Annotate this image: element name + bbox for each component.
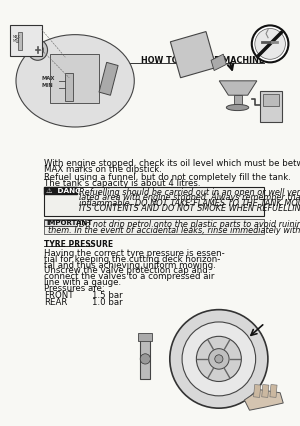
- Bar: [44, 187, 77, 194]
- Text: MAX: MAX: [13, 35, 21, 39]
- Bar: [10, 26, 42, 56]
- Bar: [50, 54, 99, 104]
- Bar: [260, 91, 282, 122]
- Bar: [262, 385, 269, 397]
- Text: ⚠  DANGER!: ⚠ DANGER!: [46, 188, 95, 194]
- Bar: [44, 220, 77, 226]
- Text: MAX marks on the dipstick.: MAX marks on the dipstick.: [44, 165, 162, 174]
- Bar: [44, 219, 264, 233]
- Text: IMPORTANT: IMPORTANT: [46, 220, 92, 226]
- Bar: [254, 385, 261, 397]
- Bar: [138, 333, 152, 342]
- Circle shape: [170, 310, 268, 408]
- Circle shape: [215, 355, 223, 363]
- Bar: [140, 338, 150, 380]
- Text: HOW TO USE THE MACHINE: HOW TO USE THE MACHINE: [141, 56, 264, 65]
- Text: Having the correct tyre pressure is essen-: Having the correct tyre pressure is esse…: [44, 249, 224, 258]
- Circle shape: [32, 44, 44, 56]
- Text: them. In the event of accidental leaks, rinse immediately with water.: them. In the event of accidental leaks, …: [48, 226, 300, 235]
- Text: Unscrew the valve protection cap and: Unscrew the valve protection cap and: [44, 266, 208, 275]
- Bar: [235, 95, 242, 107]
- Text: inflammable. DO NOT TAKE FLAMES TO THE TANK MOUTH TO VERIFY: inflammable. DO NOT TAKE FLAMES TO THE T…: [79, 199, 300, 207]
- Bar: [44, 187, 264, 216]
- Text: MIN: MIN: [13, 39, 20, 43]
- Text: The tank’s capacity is about 4 litres.: The tank’s capacity is about 4 litres.: [44, 178, 200, 187]
- Bar: [270, 385, 277, 397]
- Circle shape: [252, 26, 288, 62]
- Text: With engine stopped, check its oil level which must be between the MIN and: With engine stopped, check its oil level…: [44, 159, 300, 168]
- Circle shape: [140, 354, 150, 364]
- Circle shape: [255, 29, 285, 59]
- Text: 1.5 bar: 1.5 bar: [92, 291, 122, 300]
- Text: lated area with engine stopped. Always remember that petrol fumes are: lated area with engine stopped. Always r…: [79, 193, 300, 202]
- Text: FRONT: FRONT: [44, 291, 73, 300]
- Ellipse shape: [226, 104, 249, 111]
- Text: MAX: MAX: [42, 76, 55, 81]
- Text: line with a gauge.: line with a gauge.: [44, 278, 121, 287]
- Circle shape: [182, 322, 256, 396]
- Text: tial for keeping the cutting deck horizon-: tial for keeping the cutting deck horizo…: [44, 255, 220, 264]
- Circle shape: [196, 337, 241, 382]
- Text: MIN: MIN: [42, 83, 53, 89]
- Text: EN  18: EN 18: [44, 56, 73, 65]
- Polygon shape: [219, 81, 257, 95]
- Text: Refuel using a funnel, but do not completely fill the tank.: Refuel using a funnel, but do not comple…: [44, 173, 291, 182]
- Bar: [65, 72, 73, 101]
- Text: TYRE PRESSURE: TYRE PRESSURE: [44, 240, 113, 249]
- Text: connect the valves to a compressed air: connect the valves to a compressed air: [44, 272, 214, 281]
- Text: Pressures are:: Pressures are:: [44, 284, 104, 293]
- Polygon shape: [170, 32, 216, 78]
- Text: Do not drip petrol onto the plastic parts to avoid ruining: Do not drip petrol onto the plastic part…: [79, 220, 300, 229]
- Polygon shape: [244, 390, 283, 410]
- Ellipse shape: [16, 35, 134, 127]
- Text: Refuelling should be carried out in an open or well venti-: Refuelling should be carried out in an o…: [79, 188, 300, 197]
- Circle shape: [208, 348, 229, 369]
- Text: ITS CONTENTS AND DO NOT SMOKE WHEN REFUELLING.: ITS CONTENTS AND DO NOT SMOKE WHEN REFUE…: [79, 204, 300, 213]
- Text: REAR: REAR: [44, 297, 67, 307]
- Circle shape: [28, 40, 47, 60]
- Text: tal and thus achieving uniform mowing.: tal and thus achieving uniform mowing.: [44, 261, 215, 270]
- Bar: [18, 32, 22, 50]
- Bar: [263, 94, 279, 106]
- Text: 1.0 bar: 1.0 bar: [92, 297, 122, 307]
- Polygon shape: [211, 54, 226, 71]
- Bar: [99, 62, 118, 95]
